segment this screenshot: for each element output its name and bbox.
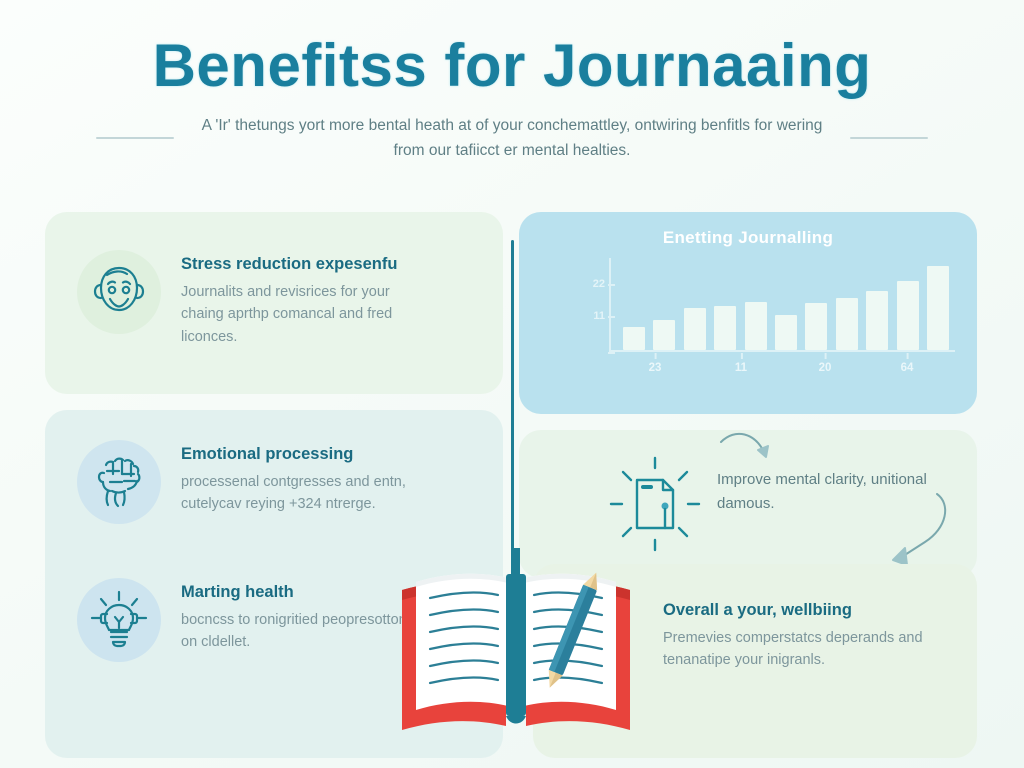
- document-rays-icon: [603, 452, 707, 556]
- feature-overall-wellbeing: Overall a your, wellbiing Premevies comp…: [663, 600, 953, 672]
- header: Benefitss for Journaaing A 'Ir' thetungs…: [0, 0, 1024, 163]
- chart-ytick: 22: [567, 278, 615, 290]
- chart-bar: [866, 291, 889, 350]
- chart-xtick: 23: [648, 353, 662, 374]
- feature-emotional-processing: Emotional processing processenal contgre…: [77, 440, 431, 524]
- feature-text-stress: Stress reduction expesenfu Journalits an…: [181, 250, 431, 348]
- lightbulb-icon: [77, 578, 161, 662]
- chart-bars: [609, 258, 955, 352]
- subtitle-row: A 'Ir' thetungs yort more bental heath a…: [0, 113, 1024, 163]
- feature-title-emotional: Emotional processing: [181, 445, 354, 463]
- chart-title: Enetting Journalling: [662, 228, 834, 247]
- chart-area: 22 11 23 11 20 64: [567, 258, 955, 374]
- feature-text-marting: Marting health bocncss to ronigritied pe…: [181, 578, 431, 654]
- feature-title-marting: Marting health: [181, 583, 294, 601]
- card-mental-clarity[interactable]: Improve mental clarity, unitional damous…: [519, 430, 977, 578]
- feature-stress-reduction: Stress reduction expesenfu Journalits an…: [77, 250, 431, 348]
- feature-body-emotional: processenal contgresses and entn, cutely…: [181, 473, 406, 513]
- card-grid: Stress reduction expesenfu Journalits an…: [0, 212, 1024, 768]
- vertical-divider-line: [511, 240, 514, 630]
- feature-body-wellbeing: Premevies comperstatcs deperands and ten…: [663, 629, 923, 669]
- feature-body-marting: bocncss to ronigritied peopresottond on …: [181, 611, 415, 651]
- chart-bar: [623, 326, 645, 350]
- open-book-illustration: [392, 548, 640, 738]
- card-chart[interactable]: Enetting Journalling 22 11 23 11 20 64: [519, 212, 977, 414]
- decorative-rule-right: [850, 137, 928, 140]
- chart-bar: [653, 319, 676, 350]
- feature-title-stress: Stress reduction expesenfu: [181, 255, 398, 273]
- page-title: Benefitss for Journaaing: [152, 32, 872, 99]
- chart-xtick: 11: [734, 353, 748, 374]
- clarity-text: Improve mental clarity, unitional damous…: [717, 471, 927, 513]
- chart-xtick: 20: [818, 353, 832, 374]
- feature-body-stress: Journalits and revisrices for your chain…: [181, 283, 393, 345]
- chart-xtick: 64: [900, 353, 914, 374]
- feature-title-wellbeing: Overall a your, wellbiing: [663, 601, 852, 619]
- feature-text-emotional: Emotional processing processenal contgre…: [181, 440, 431, 516]
- brain-icon: [77, 440, 161, 524]
- chart-bar: [774, 314, 797, 350]
- chart-bar: [805, 303, 828, 350]
- clarity-content: Improve mental clarity, unitional damous…: [519, 430, 977, 578]
- curved-arrow-top-icon: [715, 426, 795, 489]
- chart-ytick: 11: [567, 310, 615, 322]
- page-subtitle: A 'Ir' thetungs yort more bental heath a…: [201, 117, 823, 160]
- card-stress-reduction[interactable]: Stress reduction expesenfu Journalits an…: [45, 212, 503, 394]
- chart-bar: [926, 266, 949, 350]
- chart-bar: [835, 298, 858, 350]
- chart-bar: [896, 280, 919, 350]
- chart-bar: [744, 301, 767, 350]
- smiling-face-icon: [77, 250, 161, 334]
- curved-arrow-bottom-icon: [849, 488, 959, 583]
- chart-bar: [714, 305, 737, 350]
- decorative-rule-left: [96, 137, 174, 140]
- feature-marting-health: Marting health bocncss to ronigritied pe…: [77, 578, 431, 662]
- chart-bar: [683, 308, 706, 350]
